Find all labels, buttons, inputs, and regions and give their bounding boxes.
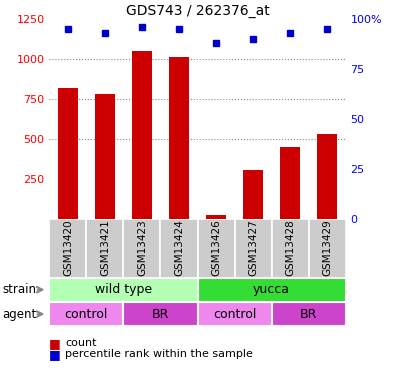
Title: GDS743 / 262376_at: GDS743 / 262376_at [126,4,269,18]
Bar [272,302,346,326]
Bar [132,51,152,219]
Text: GSM13421: GSM13421 [100,219,110,276]
Bar [235,219,272,278]
Bar [49,219,87,278]
Bar [272,219,308,278]
Text: GSM13427: GSM13427 [248,219,258,276]
Bar [123,302,198,326]
Text: GSM13428: GSM13428 [285,219,295,276]
Text: GSM13424: GSM13424 [174,219,184,276]
Bar [123,219,160,278]
Text: control: control [65,308,108,321]
Text: strain: strain [2,283,36,296]
Text: GSM13423: GSM13423 [137,219,147,276]
Bar [160,219,198,278]
Bar [169,57,189,219]
Bar [95,94,115,219]
Text: control: control [213,308,256,321]
Text: percentile rank within the sample: percentile rank within the sample [65,350,253,359]
Text: ■: ■ [49,348,65,361]
Text: BR: BR [300,308,317,321]
Text: ■: ■ [49,337,65,350]
Bar [87,219,123,278]
Text: BR: BR [152,308,169,321]
Bar [308,219,346,278]
Bar [198,302,272,326]
Text: agent: agent [2,308,36,321]
Text: count: count [65,338,97,348]
Bar [317,134,337,219]
Bar [49,302,123,326]
Bar [206,214,226,219]
Bar [198,278,346,302]
Bar [49,278,198,302]
Bar [58,88,78,219]
Text: GSM13429: GSM13429 [322,219,332,276]
Text: wild type: wild type [95,283,152,296]
Text: yucca: yucca [253,283,290,296]
Text: GSM13420: GSM13420 [63,219,73,276]
Bar [198,219,235,278]
Bar [280,147,300,219]
Text: GSM13426: GSM13426 [211,219,221,276]
Bar [243,170,263,219]
